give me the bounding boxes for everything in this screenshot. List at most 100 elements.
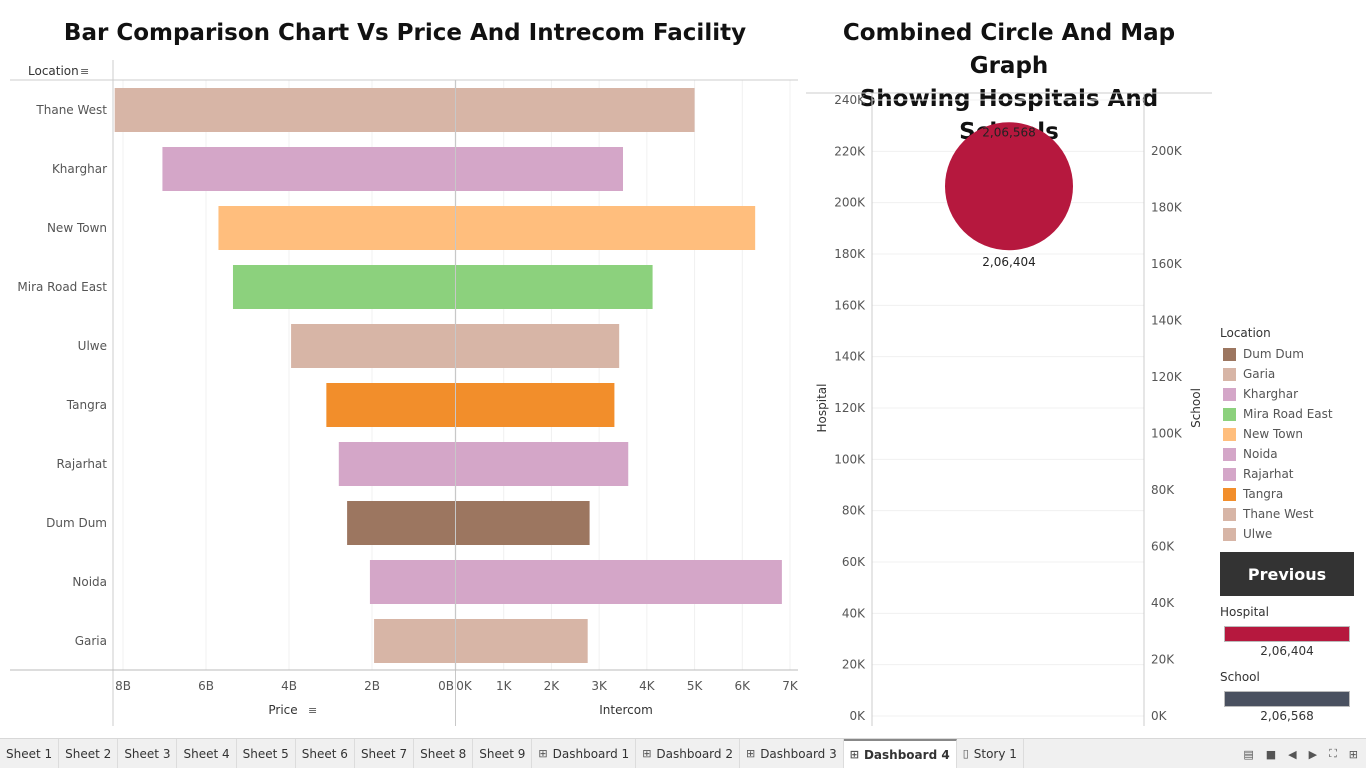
sheet-tab[interactable]: ▯ Story 1 (957, 739, 1024, 768)
hospital-circle (945, 122, 1073, 251)
show-tabs-icon[interactable]: ■ (1265, 747, 1277, 761)
school-value-label: 2,06,568 (982, 125, 1035, 139)
hospital-tick-label: 60K (842, 555, 866, 569)
legend-swatch (1223, 467, 1236, 481)
previous-button[interactable]: Previous (1220, 552, 1354, 596)
school-tick-label: 120K (1151, 370, 1183, 384)
show-filmstrip-icon[interactable]: ▤ (1243, 747, 1254, 761)
sheet-tab[interactable]: Sheet 2 (59, 739, 119, 768)
sheet-tab[interactable]: Sheet 5 (237, 739, 296, 768)
intercom-bar (456, 501, 590, 545)
price-bar (338, 442, 455, 486)
hospital-school-chart[interactable]: 0K 20K 40K 60K 80K 100K 120K 140K 160K 180K 200K 22… (806, 88, 1212, 726)
next-sheet-icon[interactable]: ▶ (1308, 747, 1318, 761)
intercom-bar (456, 206, 756, 250)
intercom-bar (456, 324, 620, 368)
intercom-bar (456, 442, 629, 486)
legend-item[interactable]: Thane West (1220, 504, 1360, 524)
legend-item[interactable]: Dum Dum (1220, 344, 1360, 364)
present-icon[interactable]: ⊞ (1348, 747, 1358, 761)
school-color-bar (1224, 691, 1350, 707)
school-tick-label: 180K (1151, 200, 1183, 214)
dashboard-icon: ⊞ (538, 747, 548, 760)
tab-controls: ▤ ■ ◀ ▶ ⛶ ⊞ (1243, 739, 1358, 768)
hospital-tick-label: 200K (834, 196, 866, 210)
sheet-tab-label: Dashboard 2 (656, 746, 733, 761)
price-tick-label: 4B (281, 679, 297, 693)
sheet-tab[interactable]: Sheet 6 (296, 739, 355, 768)
sheet-tab[interactable]: Sheet 3 (118, 739, 178, 768)
previous-sheet-icon[interactable]: ◀ (1288, 747, 1297, 761)
legend-item[interactable]: Noida (1220, 444, 1360, 464)
intercom-tick-label: 6K (735, 679, 752, 693)
sort-icon: ≡ (80, 65, 89, 78)
price-bar (374, 619, 455, 663)
circle-chart-title-line1: Combined Circle And Map Graph (842, 20, 1176, 79)
school-tick-label: 60K (1151, 539, 1175, 553)
legend-item-label: Tangra (1243, 487, 1284, 501)
price-sort-icon: ≡ (308, 704, 317, 717)
sheet-tab[interactable]: Sheet 8 (414, 739, 474, 768)
legend-item-label: Dum Dum (1243, 347, 1304, 361)
legend-item[interactable]: Ulwe (1220, 524, 1360, 544)
legend-item[interactable]: Rajarhat (1220, 464, 1360, 484)
legend-item[interactable]: Mira Road East (1220, 404, 1360, 424)
sheet-tab[interactable]: Sheet 1 (0, 739, 60, 768)
intercom-tick-label: 4K (639, 679, 656, 693)
bar-chart-title: Bar Comparison Chart Vs Price And Intrec… (63, 20, 747, 46)
school-axis-title: School (1189, 388, 1203, 428)
legend-swatch (1223, 527, 1236, 541)
legend-swatch (1223, 387, 1236, 401)
sheet-tab[interactable]: ⊞ Dashboard 2 (636, 739, 740, 768)
price-tick-label: 8B (115, 679, 131, 693)
legend-item-label: Rajarhat (1243, 467, 1294, 481)
legend-swatch (1223, 507, 1236, 521)
sheet-tab[interactable]: ⊞ Dashboard 3 (740, 739, 844, 768)
category-label: Noida (72, 575, 107, 589)
hospital-tick-label: 180K (834, 247, 866, 261)
price-bar (347, 501, 455, 545)
legend-item-label: New Town (1243, 427, 1304, 441)
category-label: Rajarhat (56, 457, 107, 471)
intercom-bar (456, 265, 653, 309)
sheet-tab-label: Sheet 3 (124, 746, 171, 761)
hospital-tick-label: 80K (842, 504, 866, 518)
hospital-legend: Hospital 2,06,404 (1220, 605, 1360, 658)
price-tick-label: 6B (198, 679, 214, 693)
price-axis-title: Price (268, 703, 297, 717)
dashboard-icon: ⊞ (745, 747, 756, 760)
sheet-tab[interactable]: Sheet 4 (177, 739, 237, 768)
sheet-tab-label: Story 1 (973, 746, 1017, 761)
category-label: Ulwe (78, 339, 107, 353)
sheet-tab-label: Sheet 5 (242, 746, 289, 761)
hospital-legend-title: Hospital (1220, 605, 1269, 619)
legend-item[interactable]: Kharghar (1220, 384, 1360, 404)
sheet-tab[interactable]: ⊞ Dashboard 1 (532, 739, 637, 768)
sheet-tab-label: Dashboard 1 (552, 746, 630, 761)
dashboard-icon: ⊞ (642, 747, 652, 760)
legend-item[interactable]: New Town (1220, 424, 1360, 444)
legend-swatch (1223, 407, 1236, 421)
intercom-tick-label: 5K (687, 679, 704, 693)
bar-comparison-chart[interactable]: Location ≡ Thane West Kharghar New Town Mira … (10, 56, 799, 726)
sheet-tab[interactable]: ⊞ Dashboard 4 (843, 739, 957, 768)
sheet-tab[interactable]: Sheet 9 (473, 739, 533, 768)
category-label: Thane West (35, 103, 107, 117)
story-icon: ▯ (962, 747, 969, 760)
school-legend: School 2,06,568 (1220, 670, 1360, 723)
hospital-tick-label: 40K (842, 606, 866, 620)
sheet-tab[interactable]: Sheet 7 (355, 739, 415, 768)
category-label: Kharghar (52, 162, 107, 176)
intercom-tick-label: 3K (591, 679, 608, 693)
price-tick-label: 0B (438, 679, 454, 693)
sheet-tab-label: Sheet 6 (301, 746, 348, 761)
intercom-tick-label: 2K (544, 679, 561, 693)
legend-item[interactable]: Garia (1220, 364, 1360, 384)
legend-item-label: Noida (1243, 447, 1278, 461)
legend-item[interactable]: Tangra (1220, 484, 1360, 504)
school-tick-label: 80K (1151, 483, 1175, 497)
fit-screen-icon[interactable]: ⛶ (1329, 747, 1337, 760)
price-bar (326, 383, 455, 427)
location-legend: Location Dum Dum Garia Kharghar Mira Road E… (1220, 326, 1360, 544)
